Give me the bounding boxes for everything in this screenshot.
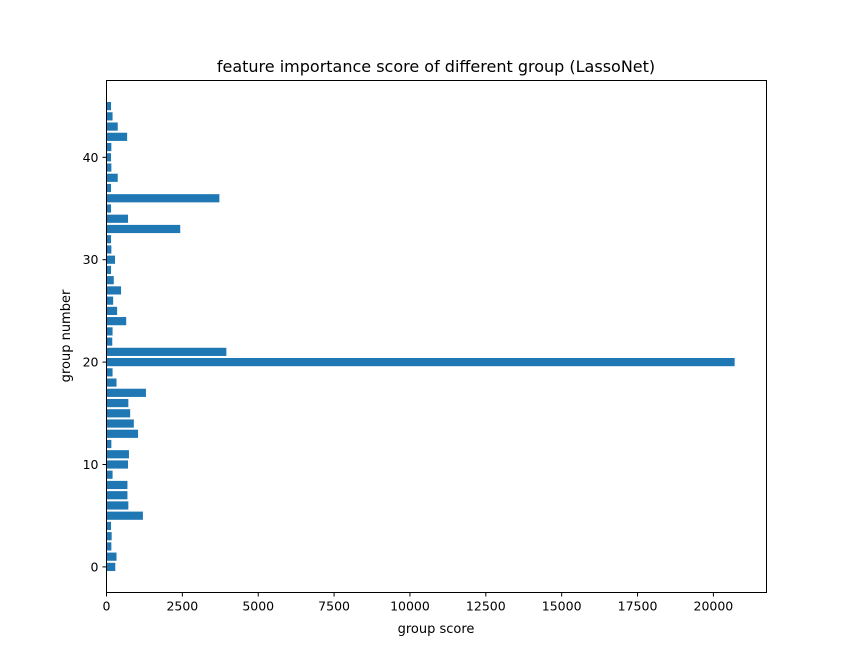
chart-title: feature importance score of different gr…	[217, 57, 655, 76]
bar-group-16	[106, 398, 129, 408]
bar-group-8	[106, 480, 128, 490]
bar-group-42	[106, 132, 128, 141]
bar-group-15	[106, 409, 131, 418]
x-axis-ticks: 0 2500 5000 7500 10000 12500 15000 17500 20000	[103, 592, 734, 614]
bar-group-5	[106, 511, 143, 520]
bar-group-33	[106, 224, 181, 234]
bar-group-18	[106, 378, 117, 387]
bar-group-1	[106, 552, 117, 561]
plot-frame	[106, 80, 767, 593]
x-tick-label: 12500	[466, 599, 506, 614]
bar-group-36	[106, 194, 220, 203]
x-tick-label: 0	[103, 599, 111, 614]
bar-group-4	[106, 521, 112, 531]
bar-group-23	[106, 327, 113, 336]
bar-group-21	[106, 347, 227, 356]
bar-group-20	[106, 358, 735, 367]
bar-group-39	[106, 163, 112, 172]
bar-group-3	[106, 532, 112, 541]
bar-group-11	[106, 450, 129, 459]
bar-group-14	[106, 419, 134, 428]
bar-group-41	[106, 142, 112, 152]
bar-group-37	[106, 183, 112, 193]
bar-group-2	[106, 542, 112, 551]
bar-group-45	[106, 102, 112, 111]
x-axis-label: group score	[398, 622, 475, 637]
bar-group-22	[106, 337, 113, 346]
bar-group-40	[106, 153, 112, 162]
y-tick-label: 30	[83, 252, 99, 267]
x-tick-label: 15000	[542, 599, 582, 614]
bar-group-27	[106, 286, 122, 295]
bar-group-25	[106, 306, 118, 315]
x-tick-label: 2500	[166, 599, 198, 614]
x-tick-label: 17500	[618, 599, 658, 614]
bar-group-29	[106, 265, 112, 275]
bar-group-12	[106, 439, 112, 449]
bar-group-19	[106, 368, 113, 377]
bar-group-13	[106, 429, 139, 438]
y-axis-ticks: 0 10 20 30 40	[83, 150, 107, 574]
bar-group-17	[106, 388, 146, 397]
bar-group-6	[106, 501, 129, 510]
bar-group-38	[106, 173, 118, 182]
y-tick-label: 0	[91, 559, 99, 574]
y-tick-label: 10	[83, 457, 99, 472]
bar-group-24	[106, 317, 127, 326]
x-tick-label: 20000	[694, 599, 734, 614]
y-tick-label: 20	[83, 355, 99, 370]
bar-group-34	[106, 214, 129, 223]
bar-group-28	[106, 276, 114, 285]
x-tick-label: 5000	[242, 599, 274, 614]
bar-group-35	[106, 204, 112, 213]
y-tick-label: 40	[83, 150, 99, 165]
x-tick-label: 10000	[390, 599, 430, 614]
bar-group-9	[106, 470, 113, 479]
bar-group-31	[106, 245, 112, 254]
bar-group-43	[106, 122, 118, 131]
bar-group-26	[106, 296, 114, 305]
bar-group-30	[106, 255, 115, 264]
bar-group-32	[106, 235, 112, 244]
bars	[106, 102, 735, 571]
y-axis-label: group number	[59, 289, 74, 382]
bar-group-7	[106, 491, 128, 500]
bar-group-44	[106, 112, 113, 121]
bar-group-0	[106, 562, 116, 571]
bar-group-10	[106, 460, 129, 469]
x-tick-label: 7500	[318, 599, 350, 614]
